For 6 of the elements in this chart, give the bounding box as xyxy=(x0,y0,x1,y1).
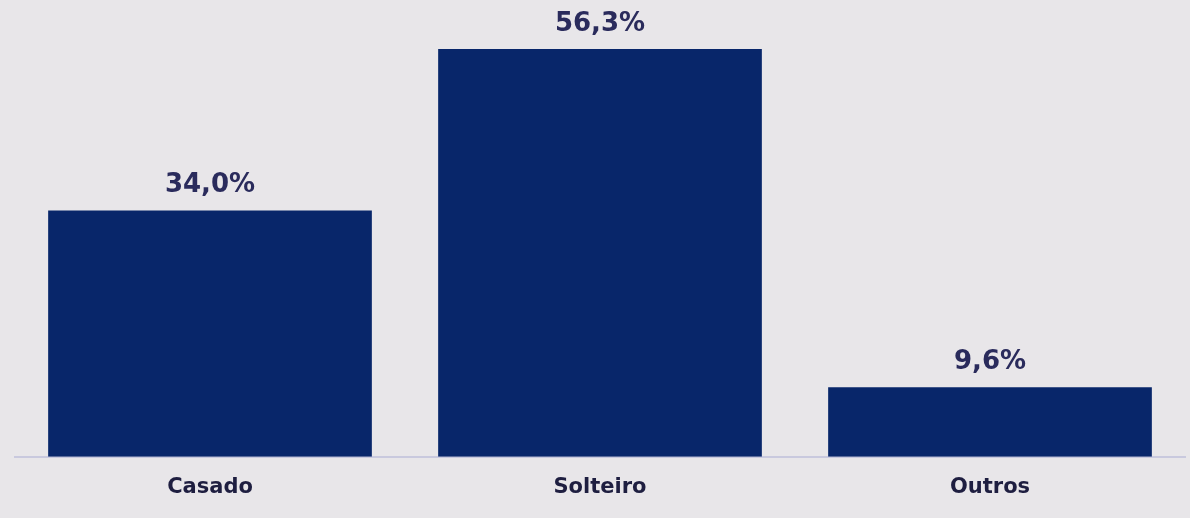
x-tick-label: Solteiro xyxy=(553,473,647,498)
data-label: 56,3% xyxy=(554,6,646,37)
x-tick-label: Casado xyxy=(167,473,253,498)
data-label: 9,6% xyxy=(953,345,1027,375)
data-label: 34,0% xyxy=(164,168,256,199)
x-tick-label: Outros xyxy=(949,473,1031,498)
